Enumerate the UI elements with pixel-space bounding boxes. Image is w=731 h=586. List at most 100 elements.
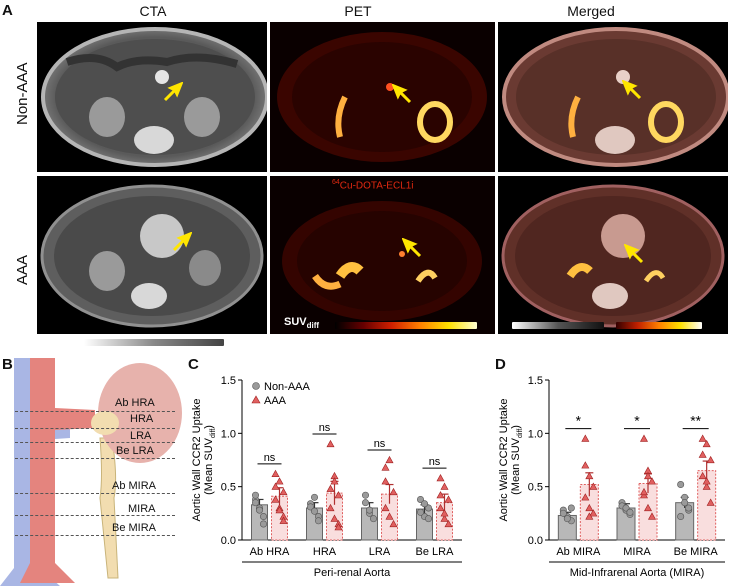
data-point-non-aaa <box>311 507 319 515</box>
suv-colorbar-label: SUVdiff <box>284 316 319 330</box>
data-point-aaa <box>279 487 288 496</box>
data-point-aaa <box>585 471 594 480</box>
y-tick-label: 0.0 <box>221 535 236 547</box>
label-ab-mira: Ab MIRA <box>112 480 157 492</box>
cta-image-aaa <box>37 176 267 334</box>
data-point-non-aaa <box>370 515 378 523</box>
x-tick-label: Ab MIRA <box>556 546 601 558</box>
data-point-aaa <box>334 523 343 531</box>
data-point-aaa <box>440 482 449 490</box>
merged-image-aaa <box>498 176 728 334</box>
data-point-aaa <box>698 471 707 480</box>
dash-be-mira <box>15 535 175 536</box>
data-point-non-aaa <box>421 500 429 508</box>
y-axis-label-end: ) <box>203 425 215 429</box>
tracer-name: Cu-DOTA-ECL1i <box>339 180 414 192</box>
y-axis-label-end: ) <box>510 425 522 429</box>
y-axis-label-line2: (Mean SUVdiff) <box>203 425 217 495</box>
data-point-aaa <box>702 477 711 485</box>
chart-d: Aortic Wall CCR2 Uptake (Mean SUVdiff) 0.0… <box>498 375 725 579</box>
significance-label: ns <box>319 422 331 434</box>
data-point-aaa <box>698 434 707 442</box>
data-point-aaa <box>702 439 711 448</box>
pet-colorbar <box>335 322 477 329</box>
y-axis-label-main: (Mean SUV <box>510 437 522 495</box>
data-point-aaa <box>385 455 394 464</box>
panel-label-b: B <box>2 356 13 373</box>
label-mira: MIRA <box>128 503 156 515</box>
y-axis-label-line1: Aortic Wall CCR2 Uptake <box>498 398 510 521</box>
data-point-aaa <box>389 487 398 496</box>
data-point-aaa <box>389 519 398 528</box>
data-point-non-aaa <box>315 517 323 525</box>
data-point-non-aaa <box>362 499 370 507</box>
arrow-icon-cta-non-aaa <box>163 82 183 102</box>
data-point-aaa <box>381 463 390 471</box>
data-point-aaa <box>330 514 339 522</box>
data-point-aaa <box>440 509 449 517</box>
data-point-non-aaa <box>681 499 689 507</box>
x-tick-label: MIRA <box>623 546 651 558</box>
data-point-aaa <box>275 477 284 485</box>
y-tick-label: 0.5 <box>528 482 543 494</box>
merged-colorbar-gray <box>512 322 604 329</box>
significance-label: ns <box>429 456 441 468</box>
data-point-non-aaa <box>425 504 433 512</box>
x-tick-label: HRA <box>313 546 337 558</box>
dash-be-lra <box>15 458 175 459</box>
y-tick-label: 0.0 <box>528 535 543 547</box>
data-point-aaa <box>271 482 280 490</box>
dash-hra <box>15 428 175 429</box>
data-point-non-aaa <box>417 495 425 503</box>
data-point-aaa <box>585 512 594 520</box>
dash-ab-hra <box>15 411 175 412</box>
data-point-aaa <box>436 503 445 512</box>
label-lra: LRA <box>130 430 152 442</box>
arrow-icon-merged-aaa <box>624 244 644 264</box>
suv-label-main: SUV <box>284 316 307 328</box>
anatomy-diagram <box>0 358 182 586</box>
y-axis-label-line1: Aortic Wall CCR2 Uptake <box>191 398 203 521</box>
panel-label-a: A <box>2 2 13 19</box>
y-axis-label-sub: diff <box>517 429 524 438</box>
arrow-icon-pet-aaa <box>402 238 422 258</box>
data-point-aaa <box>702 482 711 490</box>
data-point-aaa <box>706 498 715 506</box>
data-point-non-aaa <box>362 491 370 499</box>
data-point-aaa <box>271 469 280 477</box>
significance-label: ns <box>264 452 276 464</box>
x-axis-label: Peri-renal Aorta <box>314 567 391 579</box>
data-point-aaa <box>581 461 590 469</box>
legend-label-non-aaa: Non-AAA <box>264 381 311 393</box>
column-title-merged: Merged <box>567 3 615 19</box>
data-point-aaa <box>330 477 339 485</box>
data-point-aaa <box>436 491 445 499</box>
cta-image-non-aaa <box>37 22 267 172</box>
label-hra: HRA <box>130 413 154 425</box>
data-point-aaa <box>585 503 594 512</box>
y-axis-label-main: (Mean SUV <box>203 437 215 495</box>
data-point-non-aaa <box>685 504 693 512</box>
y-tick-label: 1.0 <box>528 428 543 440</box>
significance-label: ns <box>374 438 386 450</box>
pet-image-aaa: 64Cu-DOTA-ECL1i SUVdiff <box>270 176 495 334</box>
legend-marker-aaa <box>251 395 261 404</box>
data-point-aaa <box>698 450 707 458</box>
x-tick-label: Be MIRA <box>674 546 719 558</box>
tracer-label: 64Cu-DOTA-ECL1i <box>332 179 414 191</box>
row-label-non-aaa: Non-AAA <box>14 62 31 125</box>
panel-label-c: C <box>188 356 199 373</box>
data-point-non-aaa <box>260 520 268 528</box>
data-point-aaa <box>444 495 453 503</box>
column-title-cta: CTA <box>139 3 167 19</box>
data-point-aaa <box>639 487 649 496</box>
data-point-aaa <box>279 516 288 524</box>
y-tick-label: 1.0 <box>221 428 236 440</box>
dash-mira <box>15 515 175 516</box>
dash-ab-mira <box>15 493 175 494</box>
data-point-non-aaa <box>256 506 264 514</box>
data-point-aaa <box>639 434 649 442</box>
data-point-non-aaa <box>252 491 260 499</box>
y-axis-label-line2: (Mean SUVdiff) <box>510 425 524 495</box>
x-tick-label: Ab HRA <box>250 546 290 558</box>
